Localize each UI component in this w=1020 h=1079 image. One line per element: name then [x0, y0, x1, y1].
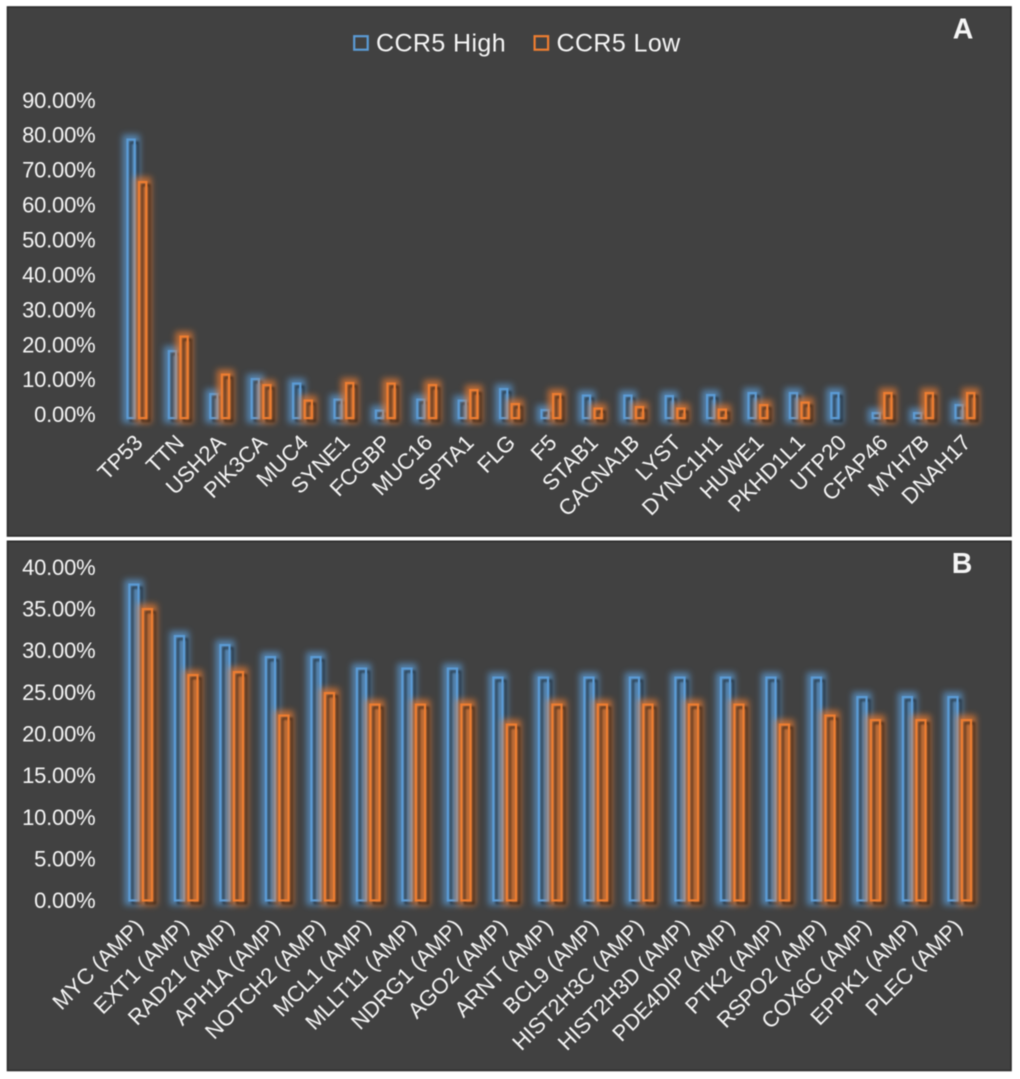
- svg-text:5.00%: 5.00%: [34, 846, 95, 871]
- svg-text:15.00%: 15.00%: [22, 763, 95, 788]
- svg-text:A: A: [953, 14, 974, 46]
- svg-text:35.00%: 35.00%: [22, 597, 95, 622]
- svg-text:25.00%: 25.00%: [22, 680, 95, 705]
- svg-text:0.00%: 0.00%: [34, 402, 95, 427]
- svg-text:30.00%: 30.00%: [22, 638, 95, 663]
- svg-text:60.00%: 60.00%: [22, 193, 95, 218]
- svg-text:10.00%: 10.00%: [22, 367, 95, 392]
- svg-text:CCR5 High: CCR5 High: [376, 30, 506, 58]
- svg-text:20.00%: 20.00%: [22, 332, 95, 357]
- svg-text:50.00%: 50.00%: [22, 228, 95, 253]
- svg-text:20.00%: 20.00%: [22, 721, 95, 746]
- svg-text:0.00%: 0.00%: [34, 888, 95, 913]
- svg-text:10.00%: 10.00%: [22, 805, 95, 830]
- svg-text:90.00%: 90.00%: [22, 88, 95, 113]
- svg-text:70.00%: 70.00%: [22, 158, 95, 183]
- svg-text:30.00%: 30.00%: [22, 297, 95, 322]
- svg-text:40.00%: 40.00%: [22, 262, 95, 287]
- svg-text:CCR5 Low: CCR5 Low: [557, 30, 682, 58]
- svg-text:B: B: [952, 548, 973, 580]
- svg-text:80.00%: 80.00%: [22, 123, 95, 148]
- svg-text:40.00%: 40.00%: [22, 555, 95, 580]
